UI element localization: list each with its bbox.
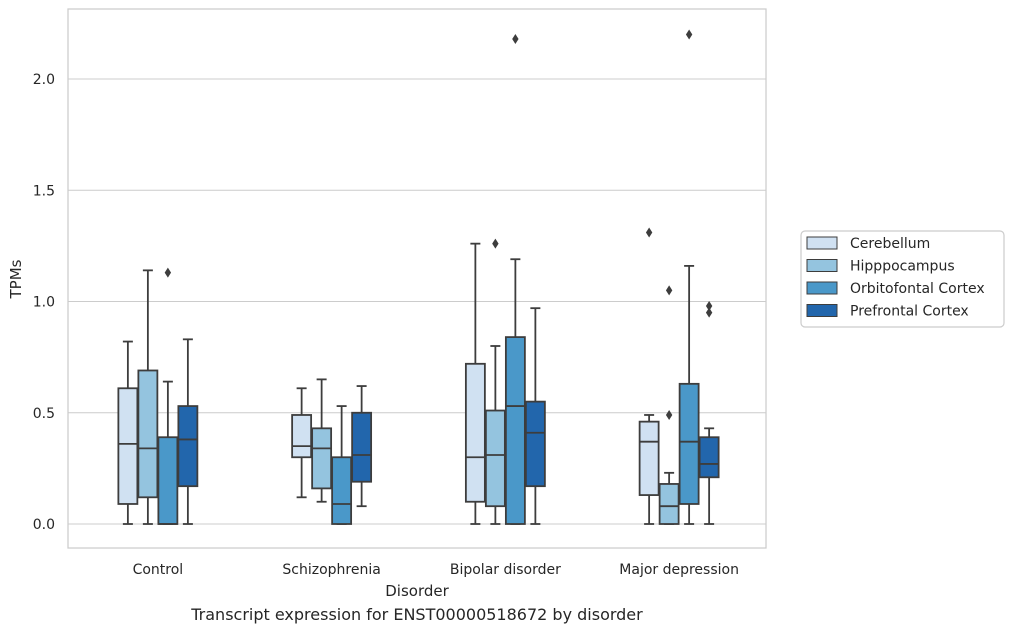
box-cerebellum (291, 387, 313, 499)
y-tick-label: 0.0 (33, 517, 55, 533)
box-iqr (137, 369, 159, 499)
box-prefrontal-cortex (177, 338, 199, 525)
box-cerebellum (638, 227, 660, 525)
box-orbitofontal-cortex (331, 405, 353, 525)
outlier-point (492, 238, 499, 249)
x-tick-label: Control (133, 562, 184, 578)
box-iqr (524, 400, 546, 488)
legend-swatch (806, 236, 838, 250)
x-tick-label: Schizophrenia (282, 562, 380, 578)
y-tick-label: 2.0 (33, 72, 55, 88)
legend-label: Hipppocampus (850, 259, 955, 275)
box-orbitofontal-cortex (678, 29, 700, 525)
outlier-point (705, 300, 713, 311)
y-tick-label: 0.5 (33, 406, 55, 422)
x-axis-label: Disorder (385, 582, 449, 600)
x-tick-label: Bipolar disorder (450, 562, 561, 578)
legend-label: Orbitofontal Cortex (850, 281, 985, 297)
box-iqr (351, 411, 373, 483)
box-iqr (678, 382, 700, 505)
box-orbitofontal-cortex (504, 33, 526, 525)
legend-swatch (806, 259, 838, 272)
legend-label: Cerebellum (850, 236, 930, 252)
box-hipppocampus (137, 269, 159, 525)
outlier-point (164, 267, 172, 278)
box-iqr (331, 456, 353, 525)
y-tick-label: 1.0 (33, 295, 55, 311)
box-iqr (698, 436, 720, 479)
plot-frame (67, 8, 767, 549)
y-tick-label: 1.5 (33, 183, 55, 199)
y-tick-labels: 0.0 0.5 1.0 1.5 2.0 (33, 72, 55, 533)
box-iqr (291, 414, 313, 459)
box-prefrontal-cortex (524, 307, 546, 525)
box-iqr (504, 336, 526, 525)
box-iqr (177, 405, 199, 488)
outlier-point (705, 307, 713, 318)
legend: Cerebellum Hipppocampus Orbitofontal Corte… (800, 230, 1005, 328)
box-iqr (638, 420, 660, 496)
outlier-point (665, 285, 673, 296)
box-iqr (658, 483, 680, 525)
outlier-point (685, 29, 693, 40)
outlier-point (645, 227, 653, 238)
x-tick-labels: Control Schizophrenia Bipolar disorder Majo… (133, 562, 739, 578)
box-prefrontal-cortex (698, 300, 720, 525)
figure-caption: Transcript expression for ENST0000051867… (191, 605, 643, 624)
box-iqr (484, 409, 506, 508)
x-tick-label: Major depression (619, 562, 739, 578)
box-hipppocampus (484, 238, 506, 525)
box-iqr (157, 436, 179, 525)
legend-swatch (806, 304, 838, 317)
legend-label: Prefrontal Cortex (850, 304, 969, 320)
box-prefrontal-cortex (351, 385, 373, 508)
boxes (117, 29, 720, 525)
outlier-point (512, 33, 519, 44)
box-orbitofontal-cortex (157, 267, 179, 525)
legend-frame (800, 230, 1005, 328)
box-hipppocampus (658, 285, 680, 525)
outlier-point (665, 409, 673, 420)
legend-swatch (806, 281, 838, 295)
box-iqr (311, 427, 333, 490)
box-iqr (464, 362, 486, 503)
box-cerebellum (117, 340, 139, 525)
box-hipppocampus (311, 378, 333, 503)
y-axis-label: TPMs (7, 259, 25, 299)
box-iqr (117, 387, 139, 505)
box-cerebellum (464, 242, 486, 525)
